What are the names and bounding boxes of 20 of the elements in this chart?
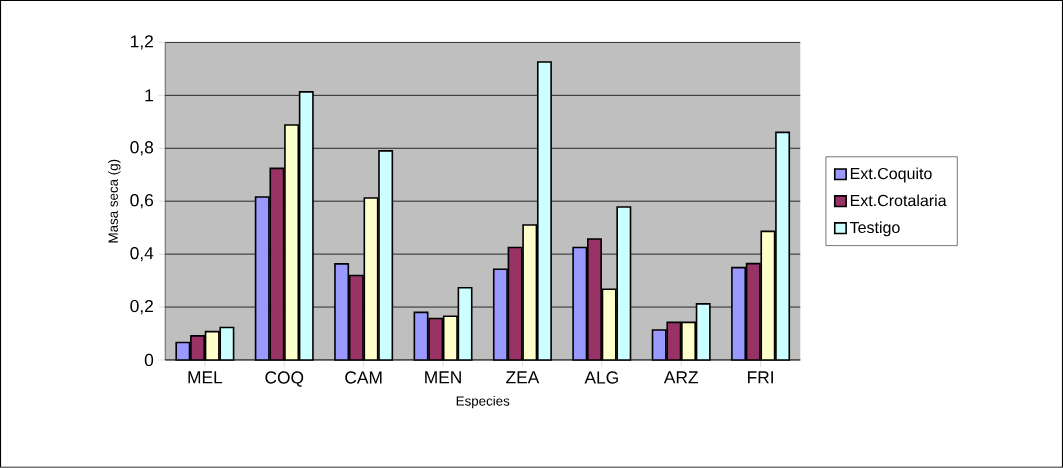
x-tick-label: MEN [425,371,461,384]
legend-label: Testigo [849,221,900,237]
y-tick-label: 1 [145,89,153,102]
x-tick-label: ARZ [663,371,698,384]
y-tick-label: 0,8 [130,141,154,156]
x-tick-label: ALG [584,371,618,384]
x-tick-label: COQ [265,371,304,387]
y-tick-label: 0,2 [130,299,153,315]
y-tick-label: 0,4 [130,247,154,262]
y-axis-title: Masa seca (g) [108,159,121,243]
y-tick-label: 0 [144,353,154,367]
x-tick-label: CAM [345,371,382,384]
legend-label: Ext.Coquito [850,167,932,183]
legend-label: Ext.Crotalaria [850,194,947,207]
y-tick-label: 1,2 [131,35,153,50]
x-axis-title: Especies [456,396,510,409]
y-tick-label: 0,6 [130,194,154,209]
x-tick-label: ZEA [506,371,540,384]
x-tick-label: FRI [748,371,773,384]
x-tick-label: MEL [188,371,223,384]
